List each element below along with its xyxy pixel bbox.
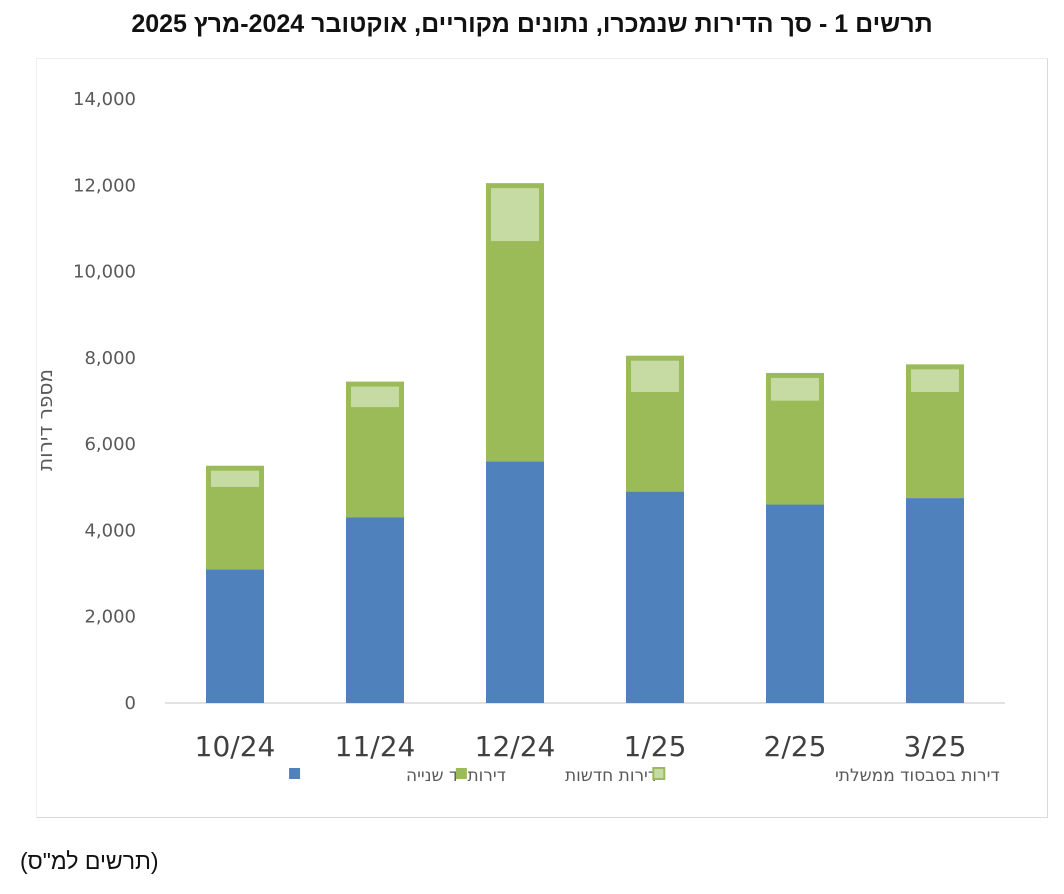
x-axis-ticks: 10/24 11/24 12/24 1/25 2/25 3/25 (195, 730, 967, 763)
bar-11-24-series-2 (346, 409, 404, 518)
y-tick-label: 6,000 (84, 434, 136, 455)
x-tick-label: 10/24 (195, 730, 276, 763)
bar-12-24-series-2 (486, 243, 544, 462)
x-tick-label: 2/25 (764, 730, 827, 763)
bar-3-25-series-1 (906, 498, 964, 703)
bar-1-25-series-3 (626, 355, 684, 398)
bar-10-24-series-3 (206, 465, 264, 492)
source-footnote: (תרשים למ"ס) (20, 848, 159, 874)
legend-swatch (652, 767, 666, 780)
y-tick-label: 8,000 (84, 348, 136, 369)
x-tick-label: 11/24 (335, 730, 416, 763)
y-tick-label: 2,000 (84, 607, 136, 628)
y-axis-title: מספר דירות (33, 369, 57, 471)
y-tick-label: 4,000 (84, 520, 136, 541)
page-title: תרשים 1 - סך הדירות שנמכרו, נתונים מקורי… (131, 10, 933, 38)
legend: דירות יד שנייה דירות חדשות דירות בסבסוד ממ… (289, 766, 1000, 786)
bar-10-24-series-1 (206, 569, 264, 703)
bar-1-25-series-1 (626, 491, 684, 703)
y-tick-label: 10,000 (73, 262, 136, 283)
bar-12-24-series-1 (486, 461, 544, 703)
legend-swatch (289, 768, 301, 779)
bar-12-24-series-3 (486, 183, 544, 247)
bar-2-25-series-3 (766, 372, 824, 406)
bar-11-24-series-1 (346, 517, 404, 703)
y-axis-ticks: 0 2,000 4,000 6,000 8,000 10,000 12,000 14,000 (73, 89, 136, 714)
bar-2-25-series-2 (766, 403, 824, 505)
y-tick-label: 12,000 (73, 175, 136, 196)
bar-11-24-series-3 (346, 381, 404, 413)
bar-3-25-series-2 (906, 394, 964, 499)
x-tick-label: 12/24 (475, 730, 556, 763)
legend-label: דירות בסבסוד ממשלתי (835, 766, 1000, 786)
bar-2-25-series-1 (766, 504, 824, 703)
x-tick-label: 3/25 (904, 730, 967, 763)
x-tick-label: 1/25 (624, 730, 687, 763)
y-tick-label: 14,000 (73, 89, 136, 110)
legend-swatch (455, 768, 467, 779)
bar-10-24-series-2 (206, 489, 264, 570)
bar-3-25-series-3 (906, 364, 964, 398)
bars (206, 183, 964, 703)
chart-frame (36, 58, 1048, 818)
legend-label: דירות חדשות (565, 766, 657, 786)
y-tick-label: 0 (125, 693, 136, 714)
bar-1-25-series-2 (626, 394, 684, 492)
stacked-bar-chart: 02,0004,0006,0008,00010,00012,00014,000 … (33, 89, 1005, 786)
